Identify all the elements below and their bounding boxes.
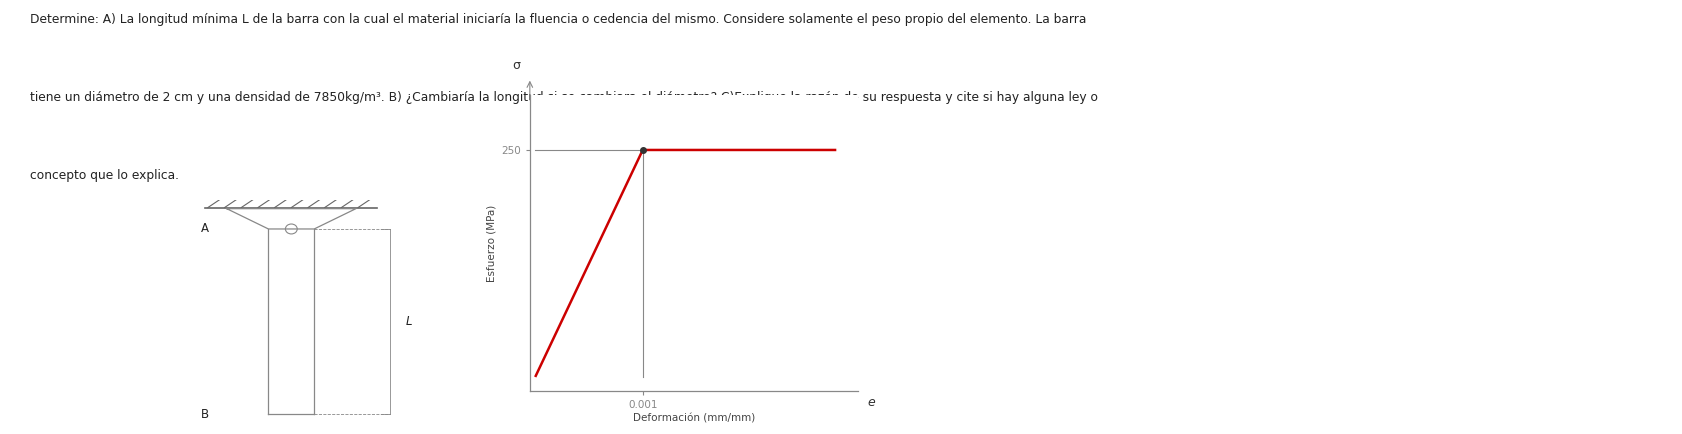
Y-axis label: Esfuerzo (MPa): Esfuerzo (MPa)	[486, 204, 496, 282]
Text: tiene un diámetro de 2 cm y una densidad de 7850kg/m³. B) ¿Cambiaría la longitud: tiene un diámetro de 2 cm y una densidad…	[30, 91, 1098, 104]
Text: A: A	[202, 223, 209, 236]
Text: L: L	[405, 315, 412, 328]
Text: B: B	[202, 408, 209, 421]
Text: concepto que lo explica.: concepto que lo explica.	[30, 169, 178, 182]
Text: e: e	[868, 396, 875, 409]
Text: σ: σ	[513, 59, 521, 72]
Text: Determine: A) La longitud mínima L de la barra con la cual el material iniciaría: Determine: A) La longitud mínima L de la…	[30, 13, 1087, 26]
X-axis label: Deformación (mm/mm): Deformación (mm/mm)	[632, 414, 755, 424]
